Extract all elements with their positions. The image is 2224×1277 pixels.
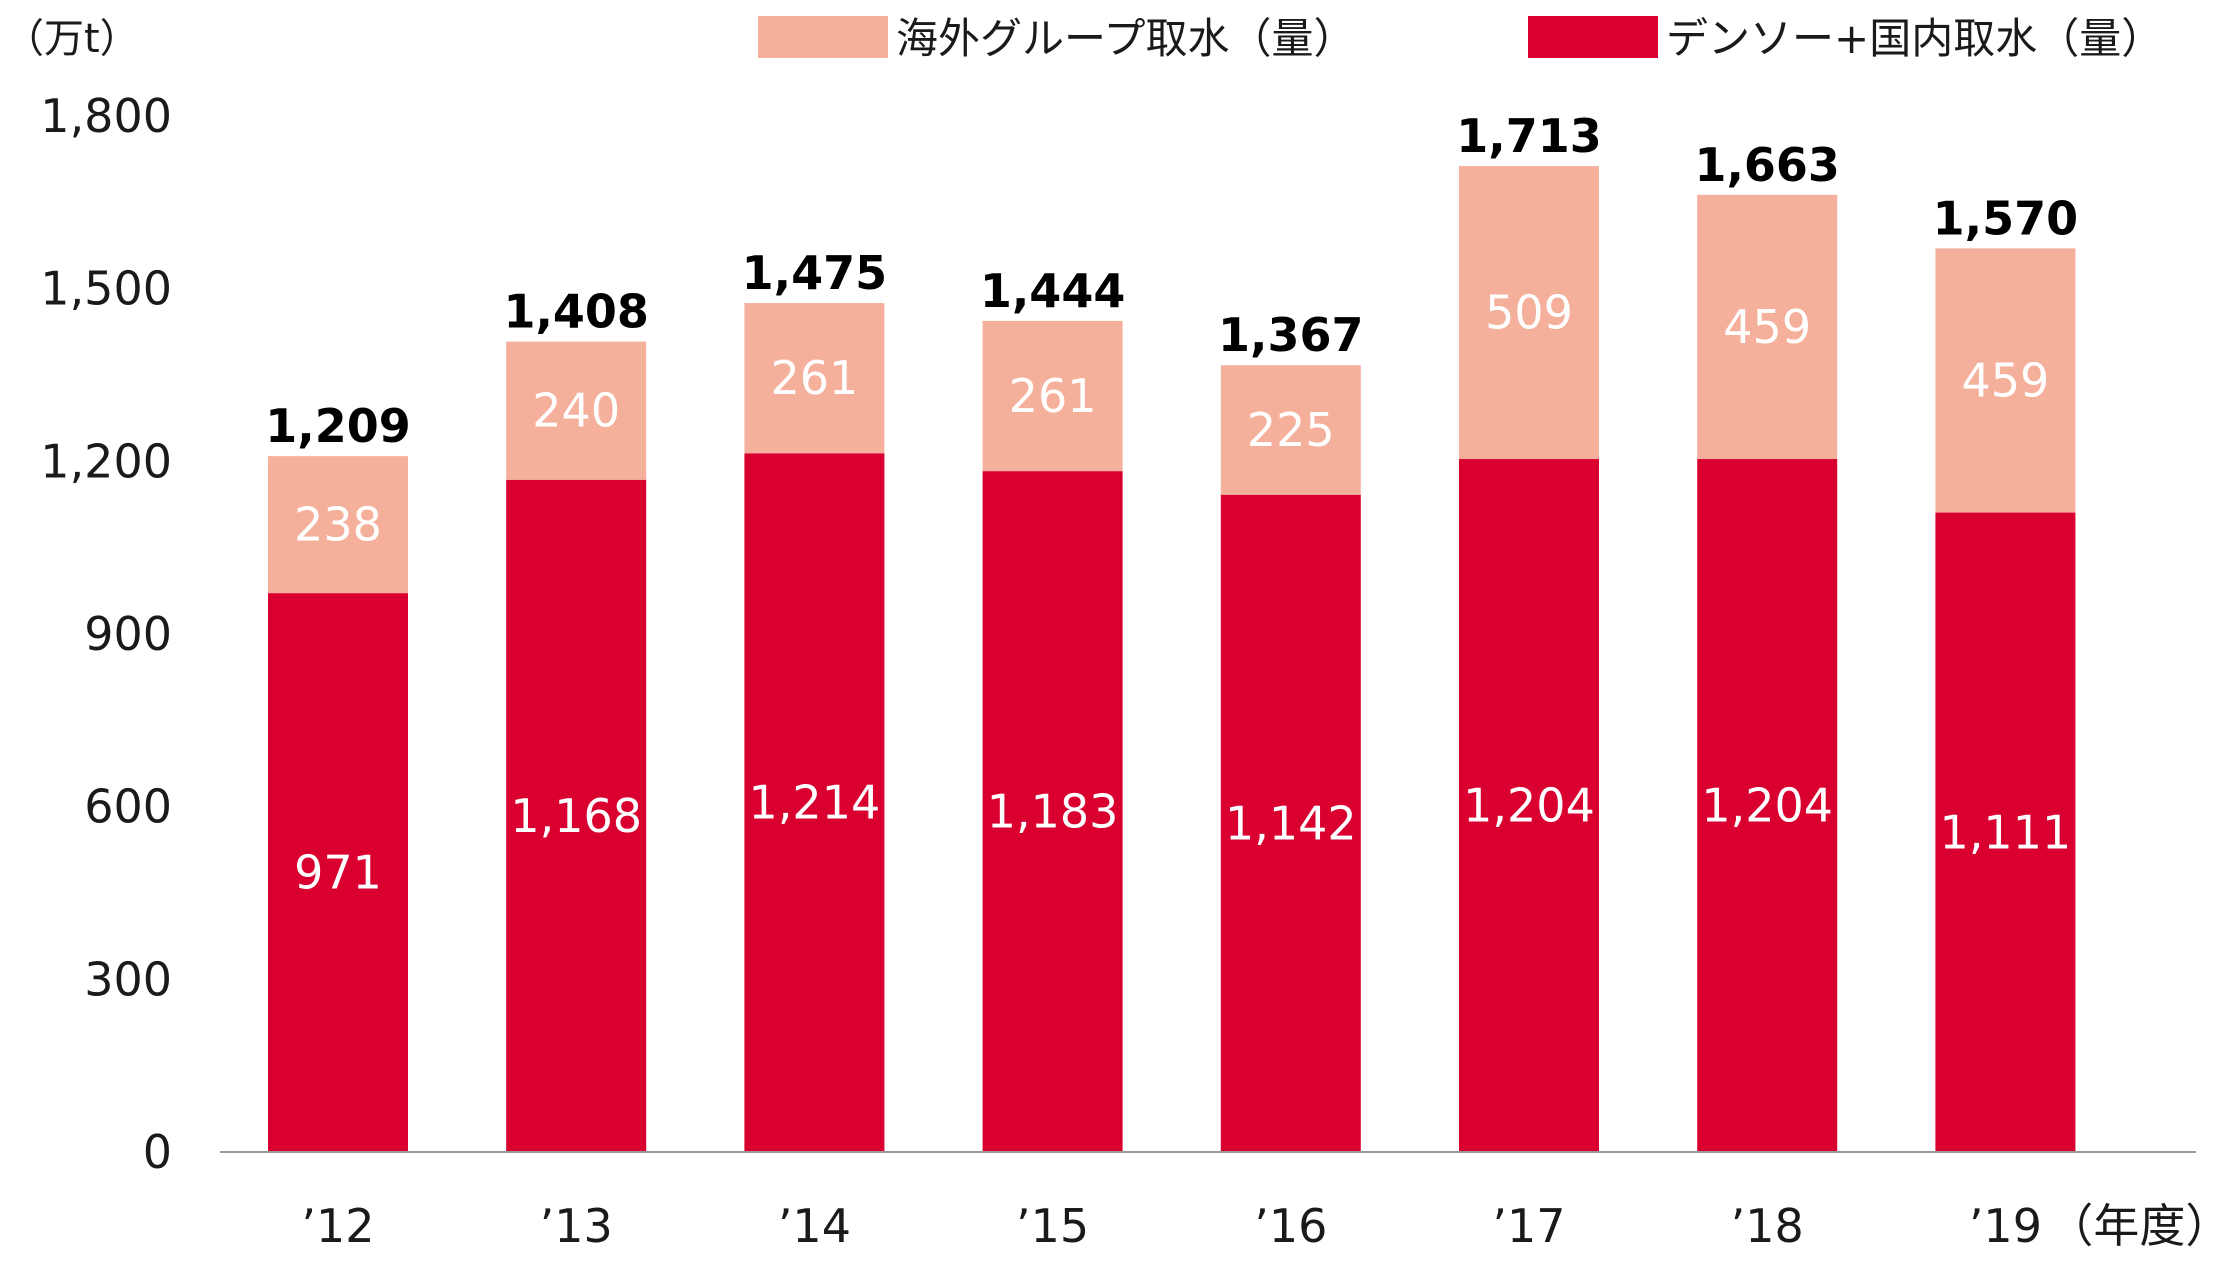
y-tick-label: 900 bbox=[84, 607, 172, 661]
legend-swatch bbox=[1528, 16, 1658, 58]
bar-segment-overseas bbox=[1935, 248, 2076, 513]
data-label-overseas: 261 bbox=[1009, 369, 1097, 423]
bars: 971 238 1,209 1,168 240 1,408 1,214 261 1,475 1,1… bbox=[265, 109, 2079, 1153]
legend-swatch bbox=[758, 16, 888, 58]
data-label-domestic: 1,214 bbox=[749, 776, 881, 830]
x-axis-unit-label: （年度） bbox=[2047, 1199, 2224, 1253]
bar-segment-overseas bbox=[1697, 194, 1838, 460]
bar-segment-overseas bbox=[1459, 166, 1599, 460]
y-axis-unit-label: （万t） bbox=[4, 16, 140, 62]
data-label-domestic: 1,183 bbox=[987, 785, 1119, 839]
data-label-domestic: 1,168 bbox=[510, 789, 642, 843]
bar-segment-domestic bbox=[744, 453, 885, 1153]
y-axis: 0 300 600 900 1,200 1,500 1,800 bbox=[40, 89, 172, 1179]
y-tick-label: 1,800 bbox=[40, 89, 172, 143]
x-tick-label: ’19 bbox=[1969, 1199, 2042, 1253]
data-label-overseas: 459 bbox=[1723, 300, 1811, 354]
legend-label: デンソー+国内取水（量） bbox=[1666, 14, 2163, 63]
x-tick-label: ’12 bbox=[301, 1199, 374, 1253]
data-label-overseas: 238 bbox=[294, 498, 382, 552]
y-tick-label: 0 bbox=[143, 1125, 172, 1179]
total-label: 1,367 bbox=[1218, 308, 1364, 362]
total-label: 1,209 bbox=[265, 399, 411, 453]
bar-segment-overseas bbox=[982, 320, 1123, 472]
bar-segment-domestic bbox=[982, 471, 1123, 1152]
bar-segment-domestic bbox=[268, 593, 408, 1152]
y-tick-label: 600 bbox=[84, 780, 172, 834]
y-tick-label: 1,200 bbox=[40, 434, 172, 488]
x-tick-label: ’15 bbox=[1016, 1199, 1089, 1253]
data-label-domestic: 1,204 bbox=[1463, 779, 1595, 833]
total-label: 1,713 bbox=[1456, 109, 1602, 163]
bar-segment-domestic bbox=[1459, 459, 1599, 1152]
total-label: 1,408 bbox=[503, 285, 649, 339]
bar-segment-overseas bbox=[268, 456, 408, 594]
x-axis: ’12 ’13 ’14 ’15 ’16 ’17 ’18 ’19 （年度） bbox=[220, 1151, 2224, 1253]
x-tick-label: ’17 bbox=[1492, 1199, 1565, 1253]
data-label-domestic: 1,204 bbox=[1701, 779, 1833, 833]
bar-segment-domestic bbox=[1220, 494, 1361, 1152]
data-label-overseas: 509 bbox=[1485, 286, 1573, 340]
x-tick-label: ’16 bbox=[1254, 1199, 1327, 1253]
data-label-overseas: 459 bbox=[1961, 353, 2049, 407]
total-label: 1,444 bbox=[980, 264, 1126, 318]
legend-label: 海外グループ取水（量） bbox=[896, 14, 1355, 63]
bar-segment-overseas bbox=[1220, 365, 1361, 495]
bar-segment-overseas bbox=[744, 303, 885, 454]
bar-segment-overseas bbox=[506, 341, 647, 480]
data-label-domestic: 971 bbox=[294, 846, 382, 900]
x-tick-label: ’18 bbox=[1731, 1199, 1804, 1253]
bar-segment-domestic bbox=[1935, 512, 2076, 1152]
data-label-overseas: 225 bbox=[1247, 403, 1335, 457]
total-label: 1,663 bbox=[1694, 138, 1840, 192]
data-label-domestic: 1,111 bbox=[1940, 805, 2072, 859]
y-tick-label: 1,500 bbox=[40, 262, 172, 316]
x-tick-label: ’13 bbox=[540, 1199, 613, 1253]
data-label-domestic: 1,142 bbox=[1225, 796, 1357, 850]
data-label-overseas: 261 bbox=[770, 351, 858, 405]
bar-segment-domestic bbox=[506, 479, 647, 1152]
x-tick-label: ’14 bbox=[778, 1199, 851, 1253]
total-label: 1,570 bbox=[1933, 191, 2079, 245]
data-label-overseas: 240 bbox=[532, 384, 620, 438]
y-tick-label: 300 bbox=[84, 952, 172, 1006]
legend: 海外グループ取水（量） デンソー+国内取水（量） bbox=[758, 14, 2163, 63]
total-label: 1,475 bbox=[742, 246, 888, 300]
bar-segment-domestic bbox=[1697, 459, 1838, 1152]
